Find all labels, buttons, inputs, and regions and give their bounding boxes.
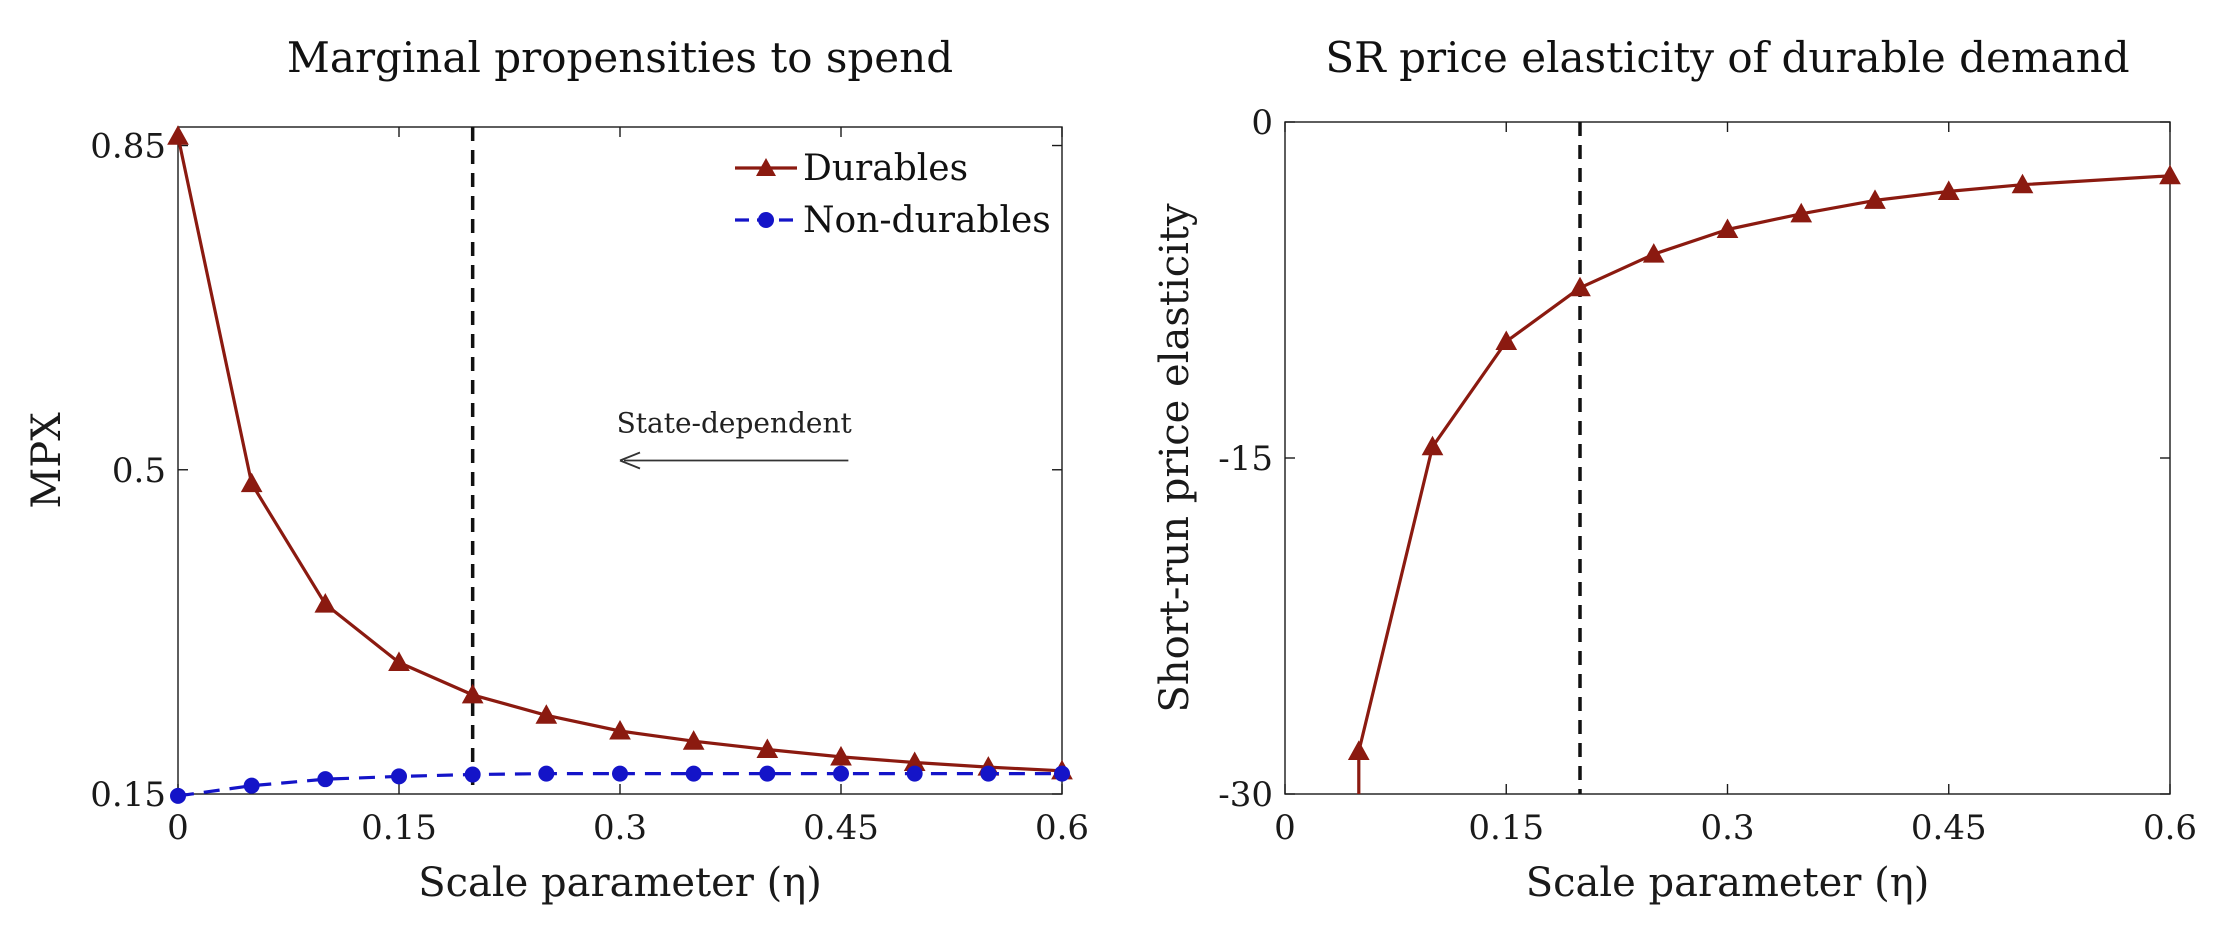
data-point-triangle xyxy=(314,593,337,613)
data-point-triangle xyxy=(167,125,189,145)
x-axis-label: Scale parameter (η) xyxy=(418,860,822,906)
data-point-triangle xyxy=(2159,164,2181,185)
data-point-triangle xyxy=(1421,435,1444,456)
y-tick-label: 0 xyxy=(1251,103,1273,143)
data-point-circle xyxy=(980,765,997,782)
legend-label: Non-durables xyxy=(803,200,1051,241)
data-point-circle xyxy=(538,765,555,782)
series-2 xyxy=(170,765,1070,804)
data-point-triangle xyxy=(240,472,263,493)
data-point-triangle xyxy=(2011,173,2034,194)
data-point-triangle xyxy=(1569,276,1591,297)
x-tick-label: 0 xyxy=(167,808,189,848)
data-point-circle xyxy=(391,768,407,785)
series-1 xyxy=(1347,164,2181,794)
data-point-circle xyxy=(1054,765,1070,782)
data-point-circle xyxy=(612,765,628,782)
data-point-circle xyxy=(906,765,923,782)
y-axis-label: MPX xyxy=(24,412,70,509)
data-point-triangle xyxy=(682,730,705,750)
x-tick-label: 0.6 xyxy=(2143,808,2197,848)
chart-title: Marginal propensities to spend xyxy=(287,33,953,82)
x-tick-label: 0.15 xyxy=(1468,808,1544,848)
x-tick-label: 0.45 xyxy=(1911,808,1987,848)
x-tick-label: 0.3 xyxy=(1700,808,1754,848)
data-point-triangle xyxy=(1716,218,1739,239)
data-point-triangle xyxy=(1495,330,1518,351)
arrow-head-icon xyxy=(619,451,641,470)
data-point-circle xyxy=(317,771,334,788)
x-tick-label: 0.6 xyxy=(1035,808,1089,848)
data-point-triangle xyxy=(1642,243,1665,263)
x-tick-label: 0 xyxy=(1274,808,1296,848)
chart-2: SR price elasticity of durable demand 0 0.… xyxy=(1152,33,2197,906)
data-point-circle xyxy=(833,765,849,782)
x-axis-label: Scale parameter (η) xyxy=(1526,860,1930,906)
data-point-circle xyxy=(759,765,776,782)
y-tick-label: 0.85 xyxy=(90,127,166,167)
legend-label: Durables xyxy=(803,148,968,189)
data-point-triangle xyxy=(1864,189,1886,209)
data-point-circle xyxy=(170,787,186,804)
data-point-triangle xyxy=(609,719,631,740)
data-point-triangle xyxy=(461,683,484,704)
annotation-text: State-dependent xyxy=(617,407,853,440)
data-point-triangle xyxy=(1347,740,1370,760)
data-point-circle xyxy=(685,765,702,782)
x-tick-label: 0.3 xyxy=(593,808,647,848)
legend-circle-icon xyxy=(758,212,774,228)
data-point-triangle xyxy=(535,704,558,724)
legend-triangle-icon xyxy=(756,158,776,176)
chart-title: SR price elasticity of durable demand xyxy=(1325,33,2129,82)
data-point-triangle xyxy=(1937,180,1960,200)
data-point-circle xyxy=(243,777,260,794)
y-axis-label: Short-run price elasticity xyxy=(1152,203,1198,713)
data-point-circle xyxy=(464,766,481,783)
y-tick-label: -15 xyxy=(1218,439,1273,479)
y-tick-label: 0.5 xyxy=(112,451,166,491)
y-tick-label: -30 xyxy=(1218,775,1273,815)
legend: Durables Non-durables xyxy=(735,148,1051,241)
data-point-triangle xyxy=(388,651,410,671)
data-point-triangle xyxy=(830,745,852,766)
series-line xyxy=(1357,174,2171,794)
y-tick-label: 0.15 xyxy=(90,775,166,815)
x-tick-label: 0.45 xyxy=(803,808,879,848)
x-tick-label: 0.15 xyxy=(361,808,437,848)
data-point-triangle xyxy=(756,738,779,759)
data-point-triangle xyxy=(1790,202,1813,223)
